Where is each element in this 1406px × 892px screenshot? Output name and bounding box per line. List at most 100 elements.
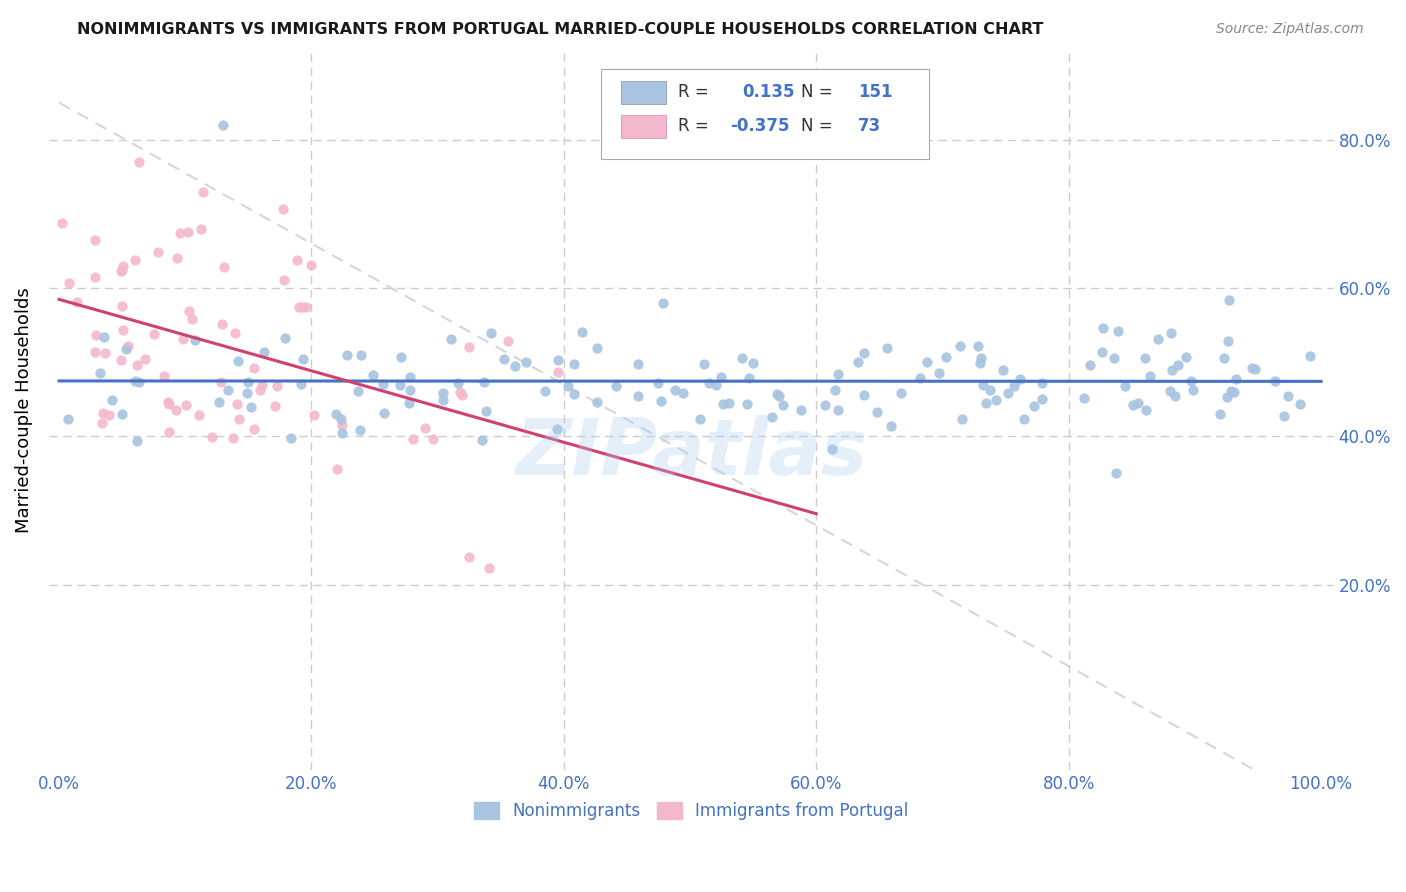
- Text: N =: N =: [800, 117, 838, 136]
- Point: [94, 346, 117, 360]
- Point: [1078, 358, 1101, 372]
- Point: [174, 398, 197, 412]
- Point: [402, 432, 425, 446]
- Point: [290, 377, 312, 392]
- Point: [972, 378, 994, 392]
- Point: [83, 234, 105, 248]
- Point: [361, 368, 384, 382]
- Point: [110, 264, 132, 278]
- Point: [273, 331, 295, 345]
- Point: [228, 412, 250, 426]
- Point: [1135, 403, 1157, 417]
- Point: [326, 462, 349, 476]
- Point: [1160, 326, 1182, 340]
- Point: [1180, 374, 1202, 388]
- Point: [51, 216, 73, 230]
- Point: [112, 260, 135, 274]
- Text: NONIMMIGRANTS VS IMMIGRANTS FROM PORTUGAL MARRIED-COUPLE HOUSEHOLDS CORRELATION : NONIMMIGRANTS VS IMMIGRANTS FROM PORTUGA…: [77, 22, 1043, 37]
- Point: [1174, 351, 1197, 365]
- Point: [325, 407, 347, 421]
- Point: [928, 366, 950, 380]
- Point: [478, 560, 501, 574]
- Point: [273, 273, 295, 287]
- Y-axis label: Married-couple Households: Married-couple Households: [15, 287, 32, 533]
- Point: [169, 226, 191, 240]
- Point: [439, 332, 461, 346]
- Point: [711, 397, 734, 411]
- Point: [280, 431, 302, 445]
- Point: [1264, 374, 1286, 388]
- Point: [66, 295, 89, 310]
- Point: [546, 421, 568, 435]
- Point: [547, 352, 569, 367]
- Point: [347, 384, 370, 398]
- Point: [153, 369, 176, 384]
- Point: [586, 341, 609, 355]
- Point: [1223, 384, 1246, 399]
- Point: [56, 412, 79, 426]
- Point: [689, 411, 711, 425]
- Point: [111, 262, 134, 277]
- Point: [1022, 399, 1045, 413]
- Point: [146, 244, 169, 259]
- Point: [208, 395, 231, 409]
- Point: [1031, 392, 1053, 407]
- Point: [853, 346, 876, 360]
- Point: [997, 385, 1019, 400]
- Point: [1008, 371, 1031, 385]
- Point: [349, 423, 371, 437]
- Point: [471, 433, 494, 447]
- Point: [127, 434, 149, 448]
- Point: [1091, 344, 1114, 359]
- Point: [458, 340, 481, 354]
- Point: [737, 370, 759, 384]
- Point: [252, 345, 274, 359]
- Point: [84, 327, 107, 342]
- Point: [827, 402, 849, 417]
- Point: [250, 378, 273, 392]
- Point: [710, 370, 733, 384]
- Point: [389, 350, 412, 364]
- Point: [1105, 467, 1128, 481]
- Point: [827, 367, 849, 381]
- Point: [111, 322, 134, 336]
- Point: [993, 363, 1015, 377]
- Point: [101, 393, 124, 408]
- Point: [647, 376, 669, 390]
- Point: [1122, 398, 1144, 412]
- Point: [222, 431, 245, 445]
- Point: [562, 387, 585, 401]
- Point: [1209, 407, 1232, 421]
- Bar: [620, 81, 665, 103]
- Point: [1147, 332, 1170, 346]
- Point: [264, 400, 287, 414]
- Point: [172, 332, 194, 346]
- Point: [969, 356, 991, 370]
- Point: [330, 426, 353, 441]
- Legend: Nonimmigrants, Immigrants from Portugal: Nonimmigrants, Immigrants from Portugal: [467, 795, 915, 826]
- Bar: [620, 115, 665, 137]
- Point: [852, 388, 875, 402]
- Point: [1161, 363, 1184, 377]
- Point: [224, 326, 246, 341]
- Point: [492, 351, 515, 366]
- Point: [821, 442, 844, 456]
- Point: [1164, 389, 1187, 403]
- Point: [124, 252, 146, 267]
- Point: [1298, 349, 1320, 363]
- Point: [292, 352, 315, 367]
- Point: [180, 312, 202, 326]
- Point: [814, 398, 837, 412]
- Point: [664, 383, 686, 397]
- Point: [908, 371, 931, 385]
- Point: [91, 406, 114, 420]
- Point: [1218, 293, 1240, 308]
- Point: [190, 222, 212, 236]
- Point: [969, 351, 991, 365]
- Point: [765, 387, 787, 401]
- Text: 0.135: 0.135: [742, 83, 796, 102]
- Point: [498, 334, 520, 349]
- Point: [285, 252, 308, 267]
- Text: 73: 73: [858, 117, 882, 136]
- Point: [201, 430, 224, 444]
